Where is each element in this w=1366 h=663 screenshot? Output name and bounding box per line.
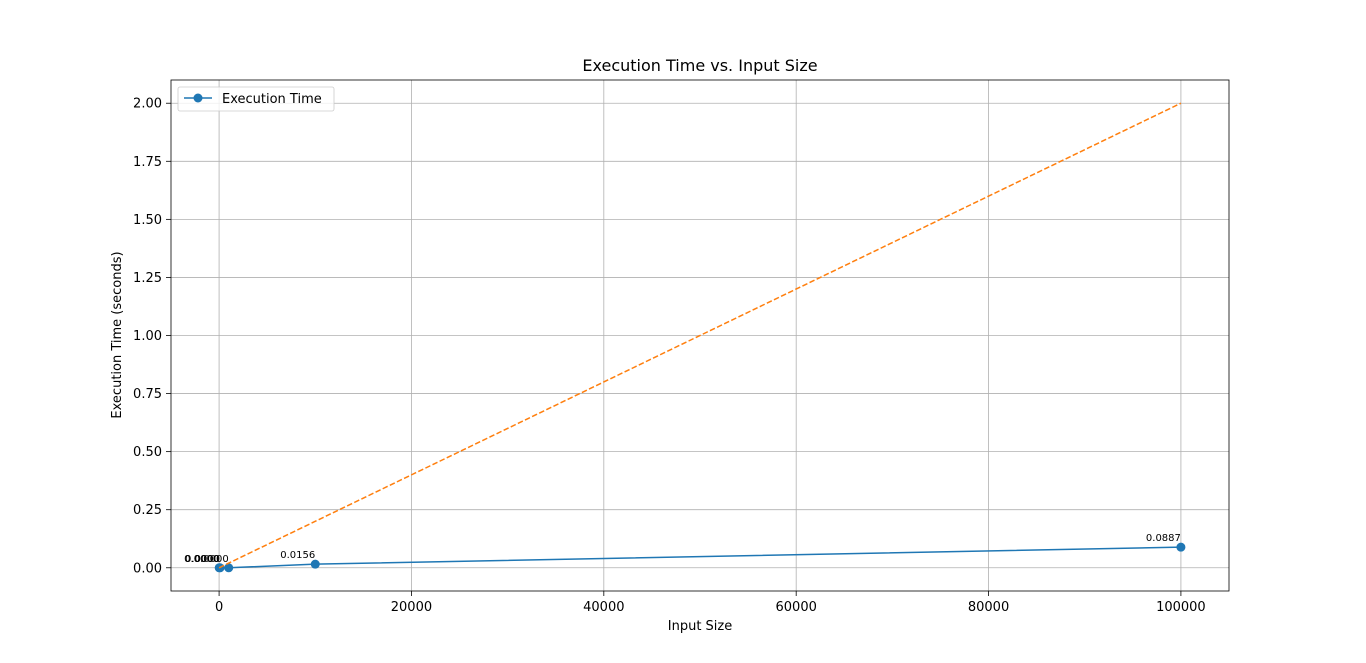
data-label: 0.0000 xyxy=(194,554,229,565)
y-axis-title: Execution Time (seconds) xyxy=(110,251,125,418)
x-tick-label: 20000 xyxy=(391,600,432,615)
y-tick-label: 0.50 xyxy=(133,445,162,460)
legend: Execution Time xyxy=(177,86,335,112)
x-tick-label: 0 xyxy=(215,600,223,615)
y-tick-label: 1.00 xyxy=(133,329,162,344)
y-tick-label: 1.50 xyxy=(133,213,162,228)
y-tick-label: 0.00 xyxy=(133,561,162,576)
data-label: 0.0156 xyxy=(280,550,315,561)
data-point xyxy=(310,559,320,569)
series-line-1 xyxy=(218,102,1182,569)
data-label: 0.0000 xyxy=(185,554,220,565)
x-tick-label: 40000 xyxy=(583,600,624,615)
data-label: 0.0887 xyxy=(1146,533,1181,544)
y-tick-label: 0.25 xyxy=(133,503,162,518)
x-tick-label: 100000 xyxy=(1156,600,1206,615)
legend-label: Execution Time xyxy=(222,92,322,107)
y-tick-label: 2.00 xyxy=(133,97,162,112)
y-tick-label: 1.75 xyxy=(133,155,162,170)
y-tick-label: 1.25 xyxy=(133,271,162,286)
grid-layer xyxy=(171,80,1229,591)
series-line-0 xyxy=(219,546,1181,569)
axis-layer: 0 20000 40000 60000 80000 100000 0.00 0.25 0.50 0… xyxy=(133,97,1206,615)
chart-title: Execution Time vs. Input Size xyxy=(582,56,817,75)
data-point xyxy=(1176,542,1186,552)
data-point xyxy=(224,563,234,573)
y-tick-label: 0.75 xyxy=(133,387,162,402)
data-label: 0.0000 xyxy=(184,554,219,565)
x-axis-title: Input Size xyxy=(668,619,732,634)
legend-marker xyxy=(193,93,203,103)
legend-box xyxy=(177,86,335,112)
x-tick-label: 80000 xyxy=(968,600,1009,615)
x-tick-label: 60000 xyxy=(776,600,817,615)
